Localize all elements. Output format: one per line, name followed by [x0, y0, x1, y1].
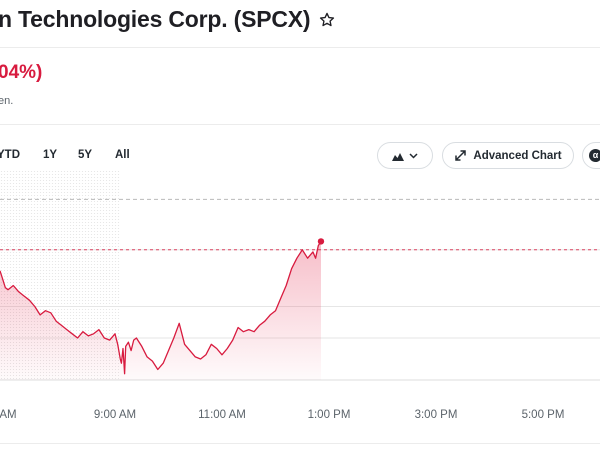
last-price-dot[interactable] — [317, 238, 325, 245]
range-tab-1y[interactable]: 1Y — [43, 149, 58, 161]
advanced-chart-button[interactable]: Advanced Chart — [442, 142, 574, 169]
alpha-icon: α — [589, 149, 600, 162]
price-area-fill — [0, 241, 321, 380]
chevron-down-icon — [409, 152, 418, 159]
x-tick-label: 11:00 AM — [198, 409, 246, 421]
x-tick-label: 9:00 AM — [94, 409, 136, 421]
range-tab-all[interactable]: All — [115, 149, 130, 161]
x-tick-label: AM — [0, 409, 17, 421]
quote-divider — [0, 124, 600, 125]
star-outline-icon[interactable] — [318, 11, 336, 29]
header-divider — [0, 47, 600, 48]
chart-tool-button[interactable]: α — [582, 142, 600, 169]
chart-bottom-divider — [0, 443, 600, 444]
page-title: n Technologies Corp. (SPCX) — [0, 6, 311, 32]
x-tick-label: 3:00 PM — [415, 409, 458, 421]
x-tick-label: 5:00 PM — [522, 409, 565, 421]
expand-arrows-icon — [455, 150, 467, 161]
chart-type-button[interactable] — [377, 142, 433, 169]
advanced-chart-label: Advanced Chart — [473, 149, 562, 162]
market-status-text: en. — [0, 95, 14, 107]
price-line[interactable] — [0, 241, 322, 375]
x-tick-label: 1:00 PM — [308, 409, 351, 421]
price-change-percent: 04%) — [0, 62, 43, 83]
range-tab-5y[interactable]: 5Y — [78, 149, 93, 161]
range-tab-ytd[interactable]: YTD — [0, 149, 20, 161]
intraday-price-chart[interactable]: AM 9:00 AM 11:00 AM 1:00 PM 3:00 PM 5:00 PM — [0, 170, 600, 430]
mountain-chart-icon — [392, 152, 404, 161]
